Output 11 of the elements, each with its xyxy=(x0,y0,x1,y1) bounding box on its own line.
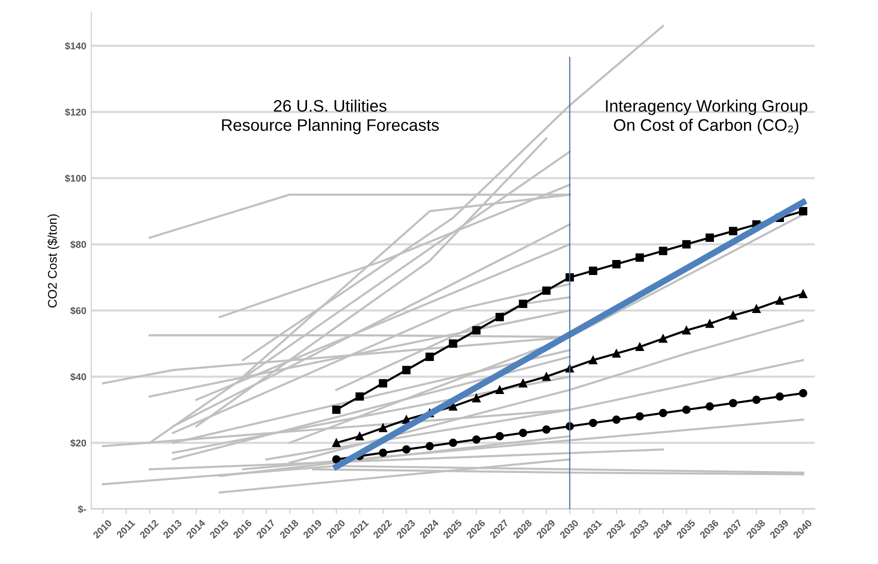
y-tick-label: $20 xyxy=(70,439,86,448)
y-tick-label: $140 xyxy=(64,42,86,50)
y-axis-title: CO2 Cost ($/ton) xyxy=(47,214,60,308)
y-tick-label: $120 xyxy=(64,108,86,116)
y-tick-label: $40 xyxy=(70,372,86,381)
y-tick-label: $80 xyxy=(70,240,86,249)
y-tick-label: $- xyxy=(78,505,86,514)
y-tick-label: $60 xyxy=(70,306,86,315)
annotation: Interagency Working Group On Cost of Carbon (CO₂) xyxy=(606,100,808,134)
y-tick-label: $100 xyxy=(64,174,86,182)
annotation: 26 U.S. Utilities Resource Planning Forecasts xyxy=(222,100,439,134)
